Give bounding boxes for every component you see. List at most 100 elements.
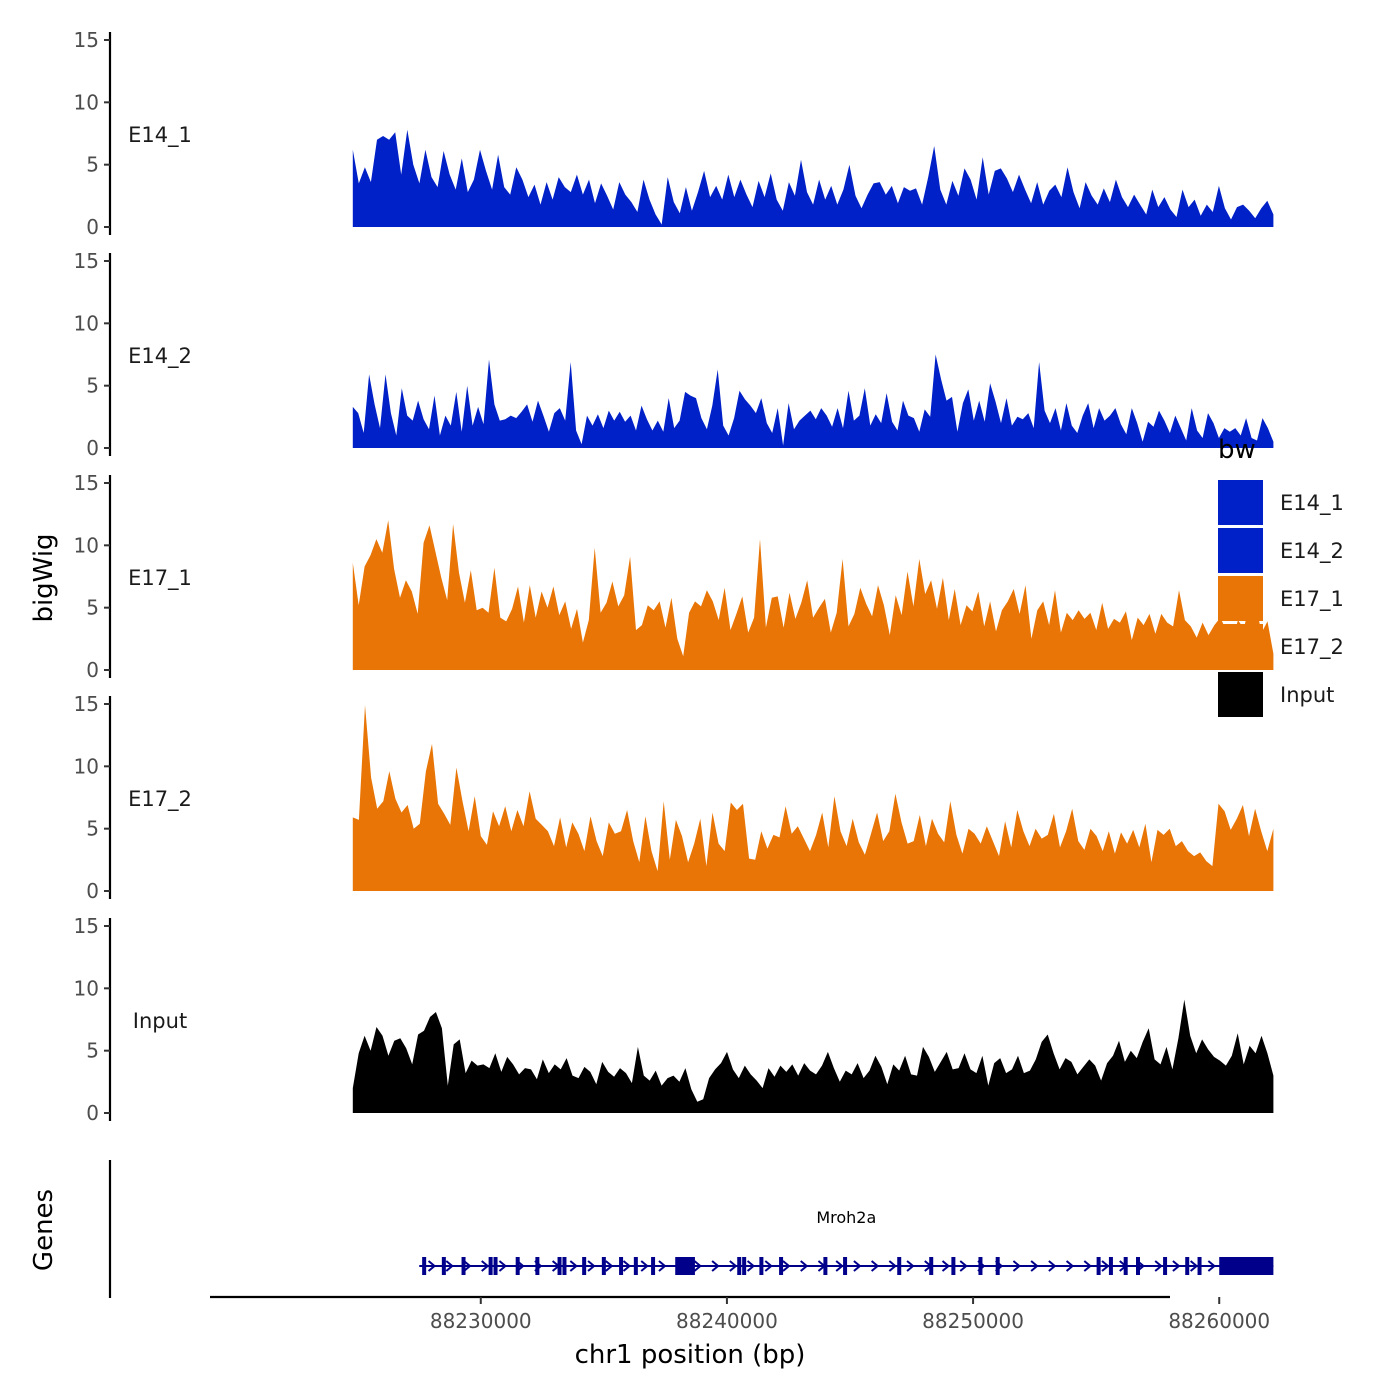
strand-arrow <box>1154 1260 1163 1272</box>
exon <box>779 1257 784 1275</box>
strand-arrow <box>800 1260 809 1272</box>
exon <box>557 1257 562 1275</box>
strand-arrow <box>658 1260 667 1272</box>
legend-swatch <box>1218 624 1263 669</box>
y-tick-label: 10 <box>74 754 99 778</box>
exon <box>843 1257 848 1275</box>
coverage-area-E17_1 <box>352 520 1274 670</box>
y-tick-label: 5 <box>86 1039 99 1063</box>
legend-swatch <box>1218 576 1263 621</box>
exon <box>929 1257 934 1275</box>
y-tick-label: 15 <box>74 914 99 938</box>
y-tick-label: 5 <box>86 596 99 620</box>
strand-arrow <box>906 1260 915 1272</box>
x-tick-label: 88230000 <box>430 1309 532 1333</box>
y-tick-label: 10 <box>74 90 99 114</box>
legend-swatch <box>1218 672 1263 717</box>
y-tick-label: 0 <box>86 658 99 682</box>
track-E14_1: 0 5 10 15 E14_1 <box>74 28 1274 239</box>
exon <box>535 1257 540 1275</box>
legend-title: bw <box>1218 435 1256 465</box>
exon <box>461 1257 466 1275</box>
exon <box>759 1257 764 1275</box>
strand-arrow <box>711 1260 720 1272</box>
exon <box>493 1257 498 1275</box>
legend-label: Input <box>1280 683 1334 707</box>
exon <box>441 1257 446 1275</box>
coverage-area-E14_2 <box>352 354 1274 448</box>
strand-arrow <box>1207 1260 1216 1272</box>
strand-arrow <box>764 1260 773 1272</box>
exon <box>1136 1257 1140 1275</box>
strand-arrow <box>1172 1260 1181 1272</box>
strand-arrow <box>1012 1260 1021 1272</box>
exon <box>995 1257 1000 1275</box>
strand-arrow <box>481 1260 490 1272</box>
y-tick-label: 10 <box>74 976 99 1000</box>
strand-arrow <box>1048 1260 1057 1272</box>
gene-track: Mroh2a <box>108 1160 1274 1298</box>
strand-arrow <box>729 1260 738 1272</box>
strand-arrow <box>835 1260 844 1272</box>
exon <box>1185 1257 1190 1275</box>
gene-axis-title: Genes <box>29 1189 59 1271</box>
y-tick-label: 0 <box>86 1101 99 1125</box>
y-tick-label: 10 <box>74 533 99 557</box>
y-tick-label: 5 <box>86 374 99 398</box>
y-tick-label: 0 <box>86 879 99 903</box>
y-tick-label: 5 <box>86 817 99 841</box>
x-axis-title: chr1 position (bp) <box>575 1340 806 1370</box>
track-label: E14_1 <box>128 123 192 148</box>
exon <box>633 1257 638 1275</box>
legend-label: E14_2 <box>1280 539 1344 564</box>
legend-label: E17_1 <box>1280 587 1344 612</box>
strand-arrow <box>427 1260 437 1272</box>
exon <box>823 1257 828 1275</box>
strand-arrow <box>959 1260 968 1272</box>
strand-arrow <box>1083 1260 1092 1272</box>
exon <box>651 1257 656 1275</box>
exon <box>422 1257 427 1275</box>
coverage-area-E14_1 <box>352 129 1274 227</box>
x-axis: 88230000 88240000 88250000 88260000 <box>210 1295 1270 1333</box>
exon-block <box>1219 1257 1274 1275</box>
gene-label: Mroh2a <box>816 1208 876 1227</box>
y-tick-label: 5 <box>86 153 99 177</box>
exon <box>897 1257 902 1275</box>
strand-arrow <box>605 1260 614 1272</box>
coverage-area-Input <box>352 999 1274 1113</box>
coverage-area-E17_2 <box>352 705 1274 891</box>
exon <box>1197 1257 1202 1275</box>
strand-arrow <box>587 1260 596 1272</box>
y-axis-title: bigWig <box>29 533 59 622</box>
track-E17_1: 0 5 10 15 E17_1 <box>74 471 1274 682</box>
y-tick-label: 0 <box>86 215 99 239</box>
x-tick-label: 88240000 <box>676 1309 778 1333</box>
strand-arrow <box>1101 1260 1110 1272</box>
strand-arrow <box>782 1260 791 1272</box>
exon <box>742 1257 747 1275</box>
strand-arrow <box>870 1260 880 1272</box>
exon <box>582 1257 587 1275</box>
strand-arrow <box>463 1260 472 1272</box>
strand-arrow <box>1030 1260 1039 1272</box>
legend-label: E14_1 <box>1280 491 1344 516</box>
track-E17_2: 0 5 10 15 E17_2 <box>74 692 1274 903</box>
y-tick-label: 15 <box>74 249 99 273</box>
legend-swatch <box>1218 528 1263 573</box>
strand-arrow <box>853 1260 862 1272</box>
strand-arrow <box>640 1260 649 1272</box>
track-Input: 0 5 10 15 Input <box>74 914 1274 1125</box>
y-tick-label: 10 <box>74 311 99 335</box>
legend: bw E14_1 E14_2 E17_1 E17_2 Input <box>1218 435 1344 717</box>
strand-arrow <box>622 1260 632 1272</box>
strand-arrow <box>693 1260 702 1272</box>
strand-arrow <box>746 1260 756 1272</box>
exon <box>1123 1257 1128 1275</box>
strand-arrow <box>498 1260 507 1272</box>
legend-label: E17_2 <box>1280 635 1344 660</box>
strand-arrow <box>941 1260 951 1272</box>
strand-arrow <box>569 1260 578 1272</box>
exon <box>1096 1257 1101 1275</box>
track-E14_2: 0 5 10 15 E14_2 <box>74 249 1274 460</box>
